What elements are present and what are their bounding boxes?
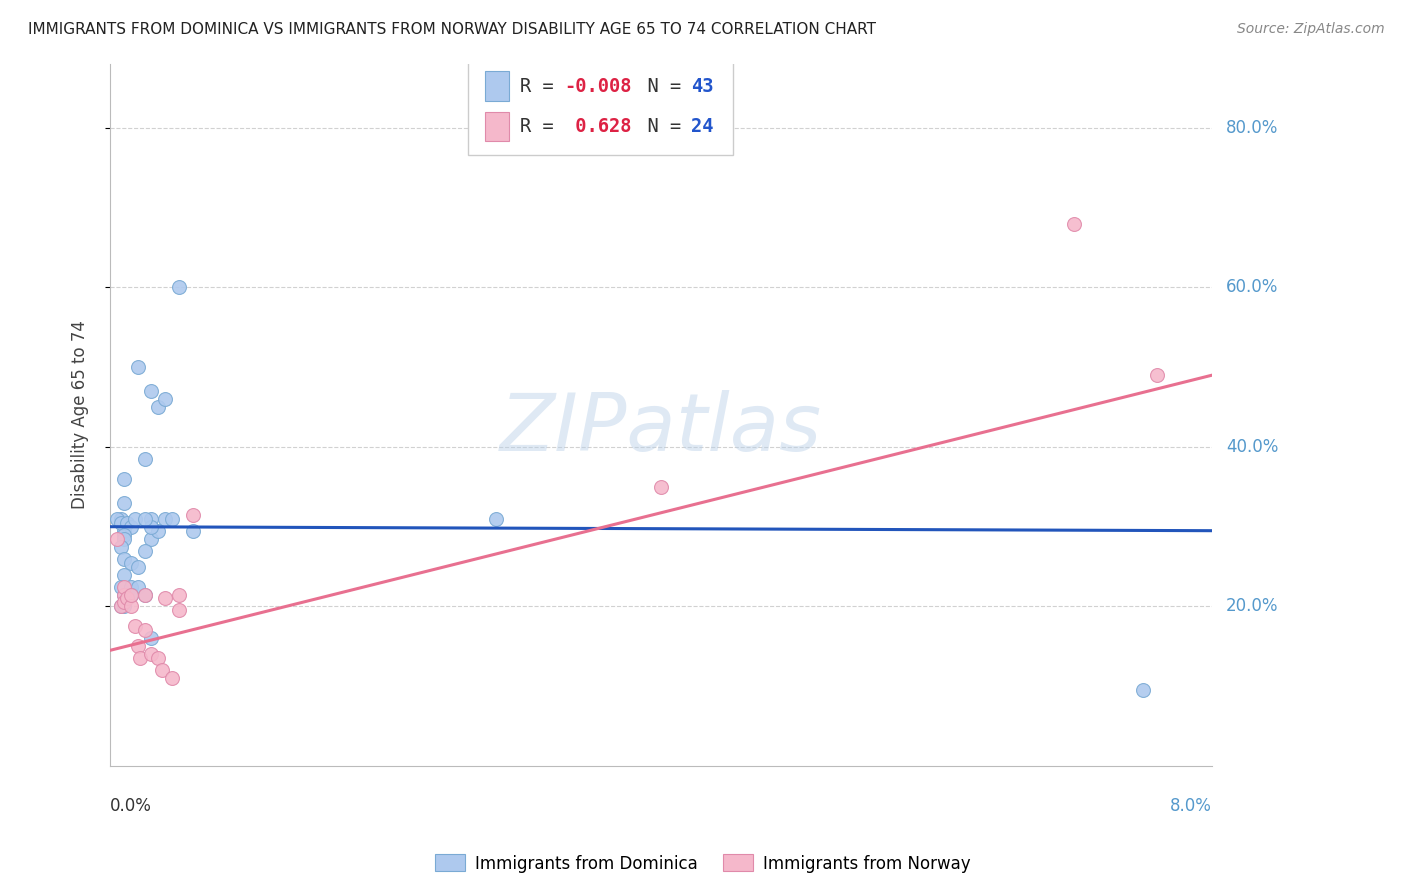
Point	[120, 599, 142, 614]
Point	[167, 603, 190, 617]
Point	[127, 580, 149, 594]
Point	[148, 651, 170, 665]
Point	[120, 556, 142, 570]
Point	[124, 619, 146, 633]
Point	[650, 480, 672, 494]
Text: 20.0%: 20.0%	[1226, 598, 1278, 615]
Text: R =: R =	[520, 117, 565, 136]
Point	[120, 587, 142, 601]
Point	[110, 512, 132, 526]
Point	[148, 400, 170, 414]
Point	[110, 580, 132, 594]
Point	[105, 512, 128, 526]
FancyBboxPatch shape	[468, 57, 733, 155]
Point	[160, 671, 183, 685]
Point	[167, 280, 190, 294]
Point	[110, 599, 132, 614]
Text: -0.008: -0.008	[564, 77, 631, 95]
Text: R =: R =	[520, 77, 565, 95]
Point	[124, 512, 146, 526]
FancyBboxPatch shape	[485, 112, 509, 141]
Point	[181, 508, 204, 522]
Point	[141, 532, 163, 546]
Point	[112, 551, 135, 566]
Point	[141, 512, 163, 526]
Point	[134, 587, 156, 601]
Point	[110, 599, 132, 614]
Text: 43: 43	[690, 77, 713, 95]
Point	[110, 540, 132, 554]
Text: 24: 24	[690, 117, 713, 136]
Point	[129, 651, 152, 665]
Point	[112, 524, 135, 538]
Text: IMMIGRANTS FROM DOMINICA VS IMMIGRANTS FROM NORWAY DISABILITY AGE 65 TO 74 CORRE: IMMIGRANTS FROM DOMINICA VS IMMIGRANTS F…	[28, 22, 876, 37]
Point	[160, 512, 183, 526]
Point	[1063, 217, 1085, 231]
Point	[120, 519, 142, 533]
Y-axis label: Disability Age 65 to 74: Disability Age 65 to 74	[72, 320, 89, 509]
Point	[112, 532, 135, 546]
Point	[1146, 368, 1168, 383]
FancyBboxPatch shape	[485, 71, 509, 101]
Point	[120, 587, 142, 601]
Text: 0.628: 0.628	[564, 117, 631, 136]
Point	[115, 591, 138, 606]
Text: Source: ZipAtlas.com: Source: ZipAtlas.com	[1237, 22, 1385, 37]
Point	[120, 580, 142, 594]
Point	[134, 543, 156, 558]
Point	[112, 527, 135, 541]
Text: N =: N =	[624, 117, 692, 136]
Point	[153, 591, 176, 606]
Point	[134, 512, 156, 526]
Text: ZIPatlas: ZIPatlas	[501, 390, 823, 468]
Text: 80.0%: 80.0%	[1226, 119, 1278, 136]
Point	[127, 640, 149, 654]
Point	[112, 472, 135, 486]
Point	[153, 512, 176, 526]
Text: 8.0%: 8.0%	[1170, 797, 1212, 814]
Point	[1132, 683, 1154, 698]
Point	[112, 587, 135, 601]
Text: N =: N =	[624, 77, 692, 95]
Point	[152, 663, 174, 677]
Point	[112, 595, 135, 609]
Point	[141, 384, 163, 398]
Point	[141, 632, 163, 646]
Point	[112, 496, 135, 510]
Point	[141, 519, 163, 533]
Point	[112, 567, 135, 582]
Text: 40.0%: 40.0%	[1226, 438, 1278, 456]
Point	[127, 559, 149, 574]
Point	[153, 392, 176, 406]
Point	[112, 580, 135, 594]
Point	[112, 599, 135, 614]
Point	[167, 587, 190, 601]
Point	[127, 360, 149, 375]
Point	[115, 516, 138, 530]
Point	[148, 524, 170, 538]
Legend: Immigrants from Dominica, Immigrants from Norway: Immigrants from Dominica, Immigrants fro…	[429, 847, 977, 880]
Point	[105, 532, 128, 546]
Text: 60.0%: 60.0%	[1226, 278, 1278, 296]
Point	[115, 591, 138, 606]
Point	[181, 524, 204, 538]
Point	[110, 516, 132, 530]
Point	[134, 451, 156, 466]
Point	[112, 587, 135, 601]
Point	[134, 624, 156, 638]
Point	[485, 512, 508, 526]
Point	[141, 648, 163, 662]
Text: 0.0%: 0.0%	[110, 797, 152, 814]
Point	[134, 587, 156, 601]
